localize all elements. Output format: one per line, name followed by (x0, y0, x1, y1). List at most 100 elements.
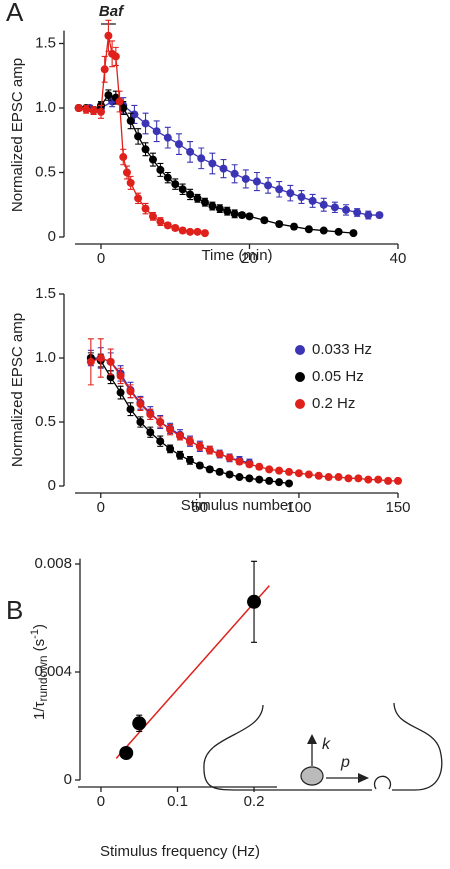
data-point (334, 227, 343, 236)
data-point (215, 467, 224, 476)
data-point (141, 145, 150, 154)
legend-marker (295, 399, 305, 409)
y-tick-label: 1.5 (35, 34, 56, 51)
data-point (394, 476, 402, 485)
terminal-outline (392, 702, 443, 791)
y-tick-label: 0 (48, 477, 56, 494)
data-point (275, 466, 284, 475)
data-point (163, 173, 172, 182)
data-point (342, 205, 351, 214)
data-point (141, 119, 150, 128)
data-point (116, 371, 125, 380)
legend-label: 0.05 Hz (312, 368, 364, 385)
series (74, 19, 209, 238)
y-tick-label: 1.0 (35, 349, 56, 366)
x-axis-title: Stimulus number (181, 497, 294, 514)
data-point (241, 174, 250, 183)
data-point (156, 217, 165, 226)
data-point (163, 133, 172, 142)
data-point (304, 470, 313, 479)
data-point (200, 229, 209, 238)
x-tick-label: 0 (97, 250, 105, 267)
data-point (275, 478, 284, 487)
data-point (245, 474, 254, 483)
data-point (319, 200, 328, 209)
data-point (176, 432, 185, 441)
series (86, 352, 294, 488)
data-point (115, 97, 124, 106)
y-tick-label: 0 (48, 228, 56, 245)
data-point (330, 203, 339, 212)
data-point (197, 154, 206, 163)
arrowhead (358, 773, 369, 783)
data-point (219, 164, 228, 173)
data-point (319, 226, 328, 235)
ylabel-part: 1/τ (31, 701, 48, 720)
data-point (265, 476, 274, 485)
x-tick-label: 150 (385, 499, 410, 516)
panel-label: B (6, 595, 23, 625)
data-point (364, 211, 373, 220)
y-axis-title: Normalized EPSC amp (9, 58, 26, 212)
data-point (178, 226, 187, 235)
data-point (89, 106, 98, 115)
data-point (205, 446, 214, 455)
ylabel-part: -1 (29, 629, 41, 639)
data-point (104, 31, 113, 40)
data-point (208, 159, 217, 168)
data-point (106, 373, 115, 382)
data-point (106, 357, 115, 366)
schematic: k p (203, 702, 443, 791)
data-point (166, 444, 175, 453)
annotation: p (340, 754, 350, 771)
data-point (252, 177, 261, 186)
data-point (304, 225, 313, 234)
x-tick-label: 100 (286, 499, 311, 516)
y-tick-label: 0.5 (35, 163, 56, 180)
data-point (148, 155, 157, 164)
data-point (134, 194, 143, 203)
data-point (100, 65, 109, 74)
data-point (285, 467, 294, 476)
data-point (176, 451, 185, 460)
x-axis-title: Stimulus frequency (Hz) (100, 843, 260, 860)
y-tick-label: 0.008 (34, 555, 72, 572)
data-point (200, 198, 209, 207)
data-point (235, 473, 244, 482)
data-point (353, 208, 362, 217)
data-point (265, 465, 274, 474)
y-axis-title: 1/τrundown (s-1) (29, 624, 50, 720)
x-tick-label: 20 (241, 250, 258, 267)
fit-line (115, 585, 270, 759)
data-point (111, 52, 120, 61)
data-point (136, 418, 145, 426)
x-tick-label: 0 (97, 499, 105, 516)
data-point (171, 180, 180, 189)
data-point (294, 469, 303, 478)
data-point (285, 479, 294, 488)
data-point (205, 465, 214, 474)
data-point (334, 473, 343, 482)
legend-marker (295, 345, 305, 355)
data-point (238, 211, 247, 220)
data-point (193, 194, 202, 203)
data-point (215, 450, 224, 458)
x-tick-label: 0.1 (167, 793, 188, 810)
data-point (186, 227, 195, 236)
data-point (195, 442, 204, 451)
data-point (152, 127, 161, 136)
data-point (126, 387, 135, 396)
data-point (230, 169, 239, 178)
data-point (247, 594, 262, 609)
arrowhead (307, 734, 317, 744)
y-axis-title: Normalized EPSC amp (9, 313, 26, 467)
data-point (134, 132, 143, 141)
data-point (130, 110, 139, 119)
data-point (126, 178, 135, 187)
data-point (156, 165, 165, 174)
ylabel-part: (s (31, 639, 48, 656)
data-point (96, 354, 105, 362)
data-point (264, 181, 273, 190)
data-point (119, 746, 134, 760)
